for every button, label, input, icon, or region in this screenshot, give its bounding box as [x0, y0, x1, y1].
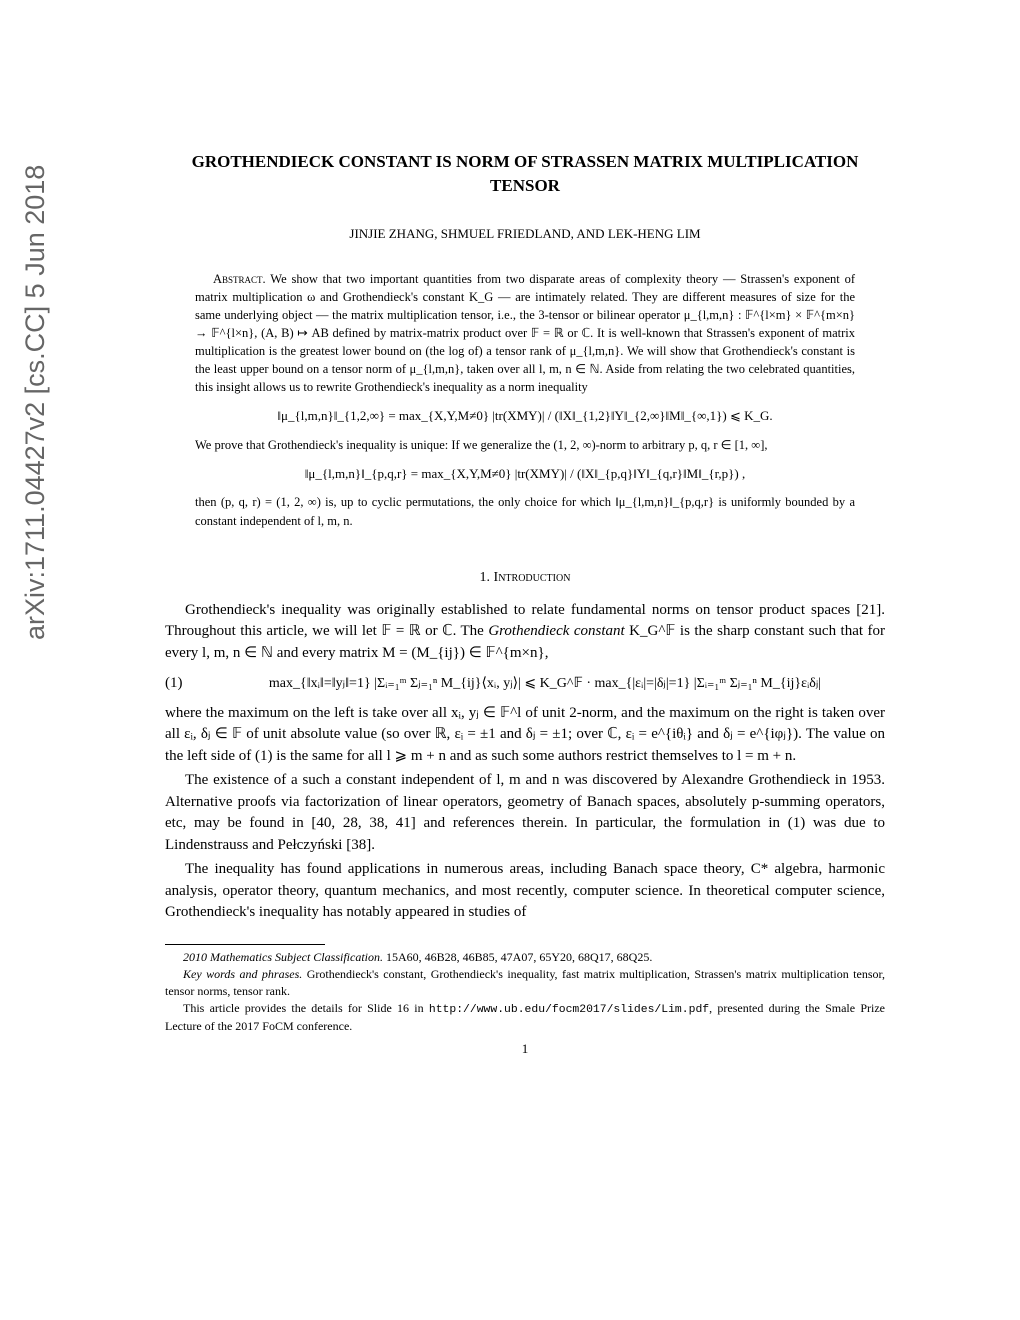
section-heading: 1. Introduction [165, 570, 885, 586]
body-p3: The existence of a such a constant indep… [165, 770, 885, 857]
equation-1-body: max_{‖xᵢ‖=‖yⱼ‖=1} |Σᵢ₌₁ᵐ Σⱼ₌₁ⁿ M_{ij}⟨xᵢ… [205, 674, 885, 694]
abstract-block: Abstract. We show that two important qua… [195, 270, 855, 530]
footnote-note-a: This article provides the details for Sl… [183, 1001, 429, 1015]
abstract-text-1: We show that two important quantities fr… [195, 272, 855, 395]
body-text: Grothendieck's inequality was originally… [165, 600, 885, 925]
section-name: Introduction [494, 570, 571, 585]
equation-1-number: (1) [165, 673, 205, 695]
page-number: 1 [165, 1041, 885, 1057]
body-p2: where the maximum on the left is take ov… [165, 703, 885, 768]
equation-1: (1) max_{‖xᵢ‖=‖yⱼ‖=1} |Σᵢ₌₁ᵐ Σⱼ₌₁ⁿ M_{ij… [165, 673, 885, 695]
body-p4: The inequality has found applications in… [165, 859, 885, 924]
arxiv-identifier: arXiv:1711.04427v2 [cs.CC] 5 Jun 2018 [20, 165, 51, 640]
footnote-rule [165, 944, 325, 945]
section-number: 1. [480, 570, 491, 585]
footnote-msc-label: 2010 Mathematics Subject Classification. [183, 950, 383, 964]
footnotes: 2010 Mathematics Subject Classification.… [165, 949, 885, 1035]
footnote-url: http://www.ub.edu/focm2017/slides/Lim.pd… [429, 1004, 709, 1016]
paper-authors: JINJIE ZHANG, SHMUEL FRIEDLAND, AND LEK-… [165, 226, 885, 242]
abstract-text-2: We prove that Grothendieck's inequality … [195, 438, 768, 452]
footnote-msc-text: 15A60, 46B28, 46B85, 47A07, 65Y20, 68Q17… [383, 950, 652, 964]
abstract-equation-1: ‖μ_{l,m,n}‖_{1,2,∞} = max_{X,Y,M≠0} |tr(… [195, 404, 855, 427]
body-p1-italic: Grothendieck constant [488, 623, 624, 639]
page-content: GROTHENDIECK CONSTANT IS NORM OF STRASSE… [165, 150, 885, 1057]
abstract-label: Abstract. [213, 272, 266, 286]
abstract-text-3: then (p, q, r) = (1, 2, ∞) is, up to cyc… [195, 495, 855, 527]
abstract-equation-2: ‖μ_{l,m,n}‖_{p,q,r} = max_{X,Y,M≠0} |tr(… [195, 462, 855, 485]
footnote-keywords-label: Key words and phrases. [183, 967, 302, 981]
paper-title: GROTHENDIECK CONSTANT IS NORM OF STRASSE… [165, 150, 885, 198]
